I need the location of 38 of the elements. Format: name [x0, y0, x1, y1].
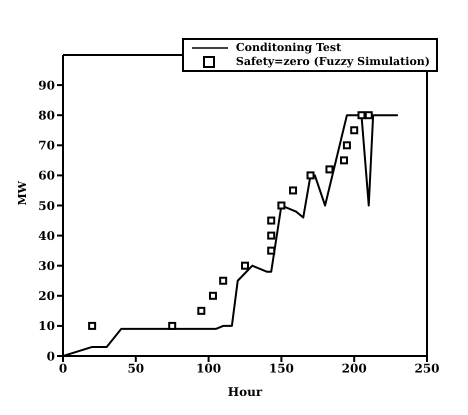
legend-label: Conditoning Test [236, 41, 342, 55]
point [357, 111, 366, 120]
y-tick-label: 10 [38, 319, 55, 334]
y-tick-label: 70 [38, 138, 55, 153]
x-axis-title: Hour [228, 385, 263, 399]
point [88, 322, 96, 330]
y-tick-label: 0 [46, 349, 55, 364]
y-axis-title: MW [16, 180, 29, 206]
point [267, 232, 276, 240]
y-tick-label: 60 [38, 168, 55, 183]
point [289, 186, 298, 194]
point [325, 165, 334, 174]
x-tick-label: 250 [414, 362, 440, 376]
point [267, 246, 276, 255]
y-tick-label: 90 [38, 78, 55, 92]
x-tick-label: 200 [342, 362, 367, 376]
y-tick-label: 20 [38, 289, 55, 304]
point [197, 306, 206, 315]
y-tick-label: 50 [38, 198, 55, 213]
point [306, 171, 315, 180]
point [350, 126, 358, 134]
point [342, 141, 351, 150]
y-tick-label: 30 [38, 258, 55, 273]
legend-label: Safety=zero (Fuzzy Simulation) [236, 55, 430, 69]
point [340, 156, 348, 164]
x-tick-label: 100 [196, 362, 222, 376]
point [277, 202, 286, 210]
y-tick-label: 80 [38, 108, 55, 122]
x-tick-label: 150 [268, 362, 294, 376]
point [267, 216, 276, 225]
x-tick-label: 50 [127, 362, 144, 376]
point [241, 262, 249, 270]
x-tick-label: 0 [58, 362, 68, 376]
point [219, 276, 228, 285]
point [168, 322, 176, 330]
point [208, 292, 217, 300]
point [364, 111, 373, 120]
y-tick-label: 40 [38, 228, 55, 243]
